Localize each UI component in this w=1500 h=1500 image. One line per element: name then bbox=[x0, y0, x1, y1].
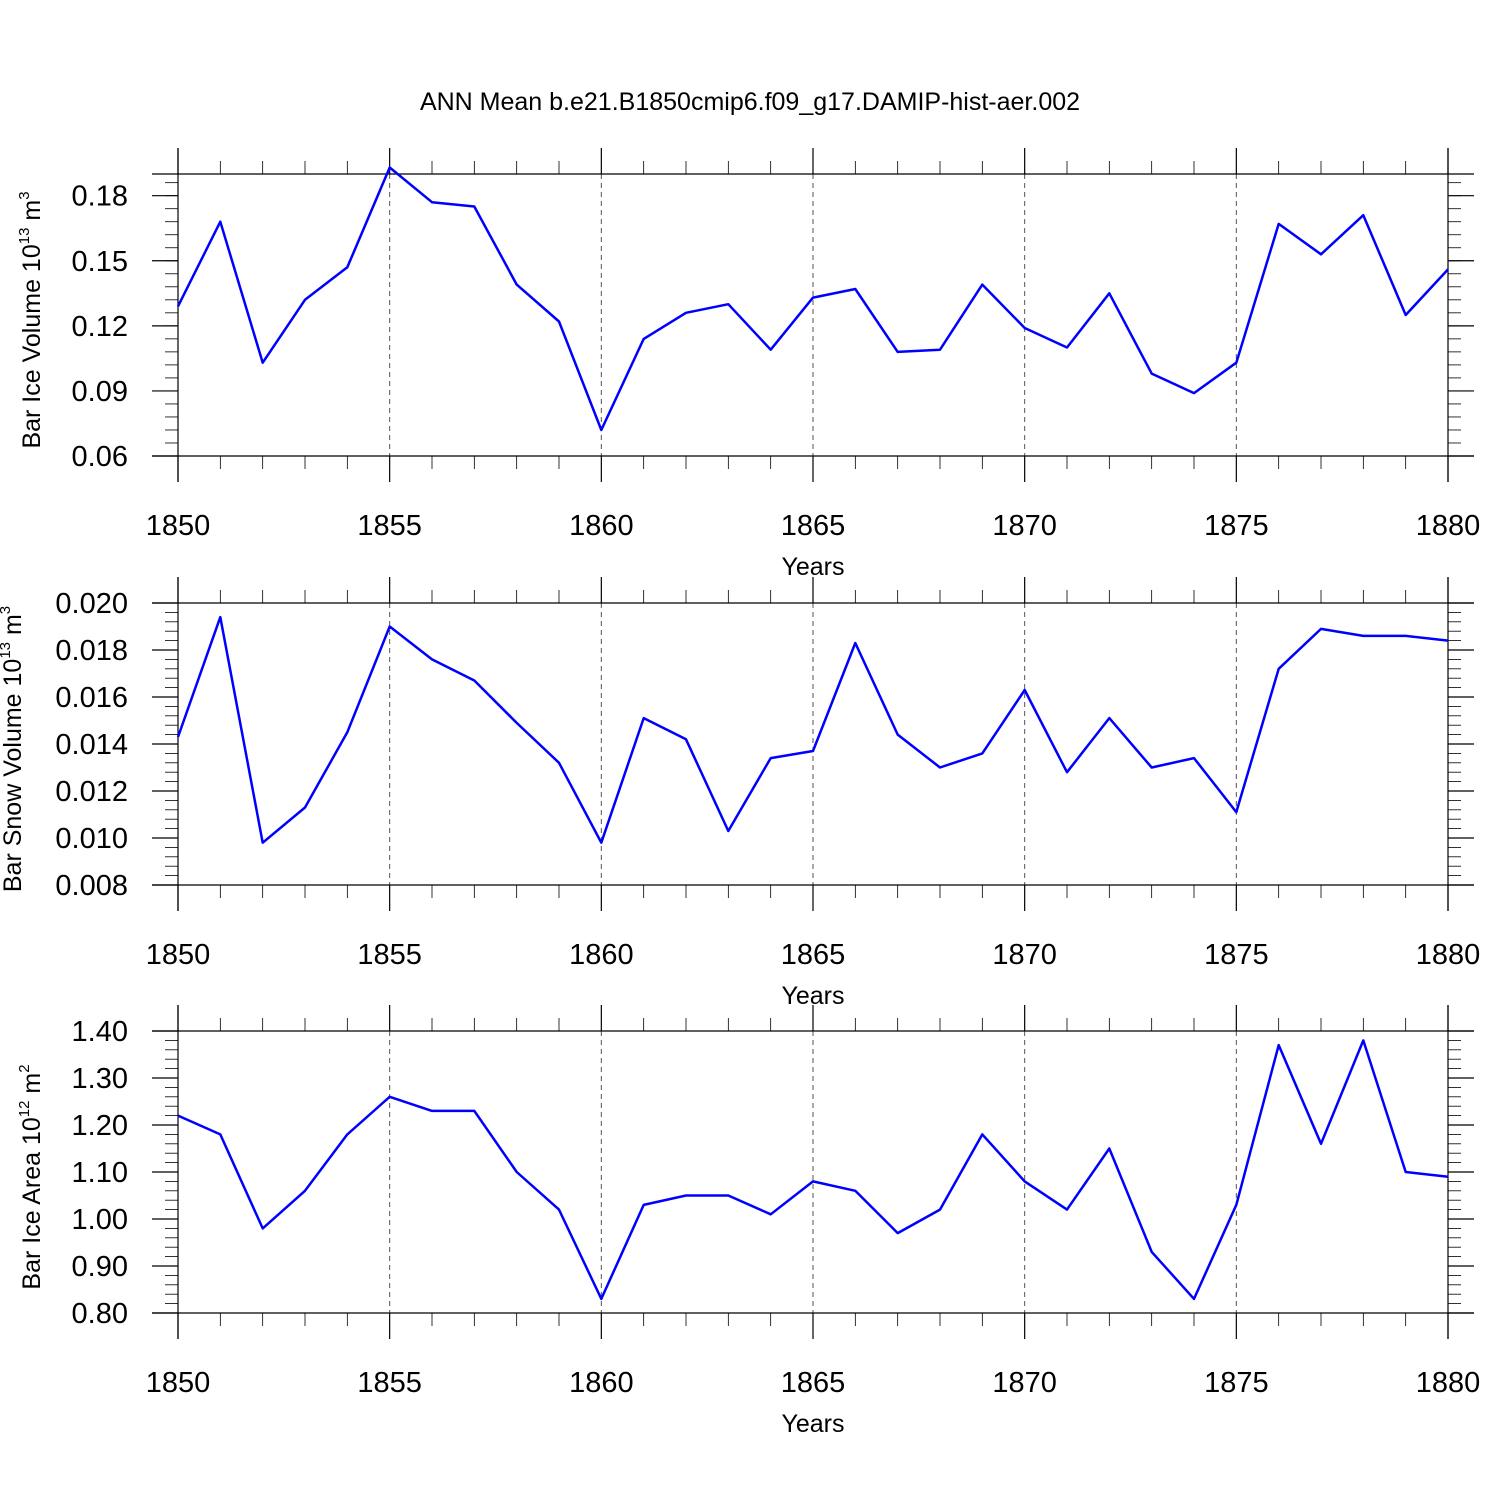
x-tick-label: 1855 bbox=[357, 510, 422, 542]
x-tick-label: 1880 bbox=[1416, 510, 1481, 542]
y-tick-label: 0.90 bbox=[72, 1251, 128, 1283]
y-tick-label: 1.00 bbox=[72, 1204, 128, 1236]
x-tick-label: 1860 bbox=[569, 510, 634, 542]
x-axis-label: Years bbox=[781, 553, 844, 581]
y-tick-label: 0.12 bbox=[72, 311, 128, 343]
x-tick-label: 1870 bbox=[992, 510, 1057, 542]
y-tick-label: 0.016 bbox=[55, 682, 128, 714]
x-tick-label: 1850 bbox=[146, 510, 211, 542]
x-tick-label: 1855 bbox=[357, 1367, 422, 1399]
y-tick-label: 1.20 bbox=[72, 1110, 128, 1142]
y-tick-label: 1.40 bbox=[72, 1016, 128, 1048]
series-line bbox=[176, 166, 1449, 432]
x-tick-label: 1875 bbox=[1204, 939, 1269, 971]
x-tick-label: 1850 bbox=[146, 1367, 211, 1399]
panels-group: 1850 1855 1860 1865 1870 1875 1880 0.06 0.09 0.12… bbox=[0, 148, 1480, 1438]
y-axis-label: Bar Ice Volume 1013 m3 bbox=[16, 191, 46, 448]
x-tick-label: 1865 bbox=[781, 1367, 846, 1399]
x-tick-label: 1875 bbox=[1204, 510, 1269, 542]
x-tick-label: 1870 bbox=[992, 939, 1057, 971]
series-line bbox=[176, 615, 1449, 844]
series-line bbox=[177, 1039, 1449, 1301]
y-tick-label: 0.020 bbox=[55, 588, 128, 620]
x-tick-label: 1850 bbox=[146, 939, 211, 971]
y-tick-label: 0.018 bbox=[55, 635, 128, 667]
x-tick-label: 1880 bbox=[1416, 939, 1481, 971]
y-tick-label: 0.18 bbox=[72, 181, 128, 213]
x-tick-label: 1865 bbox=[781, 939, 846, 971]
y-tick-label: 0.014 bbox=[55, 729, 128, 761]
y-tick-label: 0.010 bbox=[55, 823, 128, 855]
x-tick-label: 1875 bbox=[1204, 1367, 1269, 1399]
x-tick-label: 1860 bbox=[569, 1367, 634, 1399]
y-tick-label: 0.80 bbox=[72, 1298, 128, 1330]
y-tick-label: 1.30 bbox=[72, 1063, 128, 1095]
x-tick-label: 1855 bbox=[357, 939, 422, 971]
y-tick-label: 0.008 bbox=[55, 870, 128, 902]
y-tick-label: 0.06 bbox=[72, 441, 128, 473]
y-axis-label: Bar Ice Area 1012 m2 bbox=[16, 1064, 46, 1289]
x-tick-label: 1865 bbox=[781, 510, 846, 542]
x-tick-label: 1860 bbox=[569, 939, 634, 971]
x-axis-label: Years bbox=[781, 1410, 844, 1438]
chart-panel-1: 1850 1855 1860 1865 1870 1875 1880 0.06 0.09 0.12… bbox=[16, 148, 1480, 581]
y-tick-label: 1.10 bbox=[72, 1157, 128, 1189]
x-tick-label: 1880 bbox=[1416, 1367, 1481, 1399]
figure-title: ANN Mean b.e21.B1850cmip6.f09_g17.DAMIP-… bbox=[420, 88, 1080, 116]
x-tick-label: 1870 bbox=[992, 1367, 1057, 1399]
chart-panel-2: 1850 1855 1860 1865 1870 1875 1880 0.008 0.010 0.… bbox=[0, 577, 1480, 1010]
y-tick-label: 0.012 bbox=[55, 776, 128, 808]
y-tick-label: 0.09 bbox=[72, 376, 128, 408]
y-tick-label: 0.15 bbox=[72, 246, 128, 278]
chart-panel-3: 1850 1855 1860 1865 1870 1875 1880 0.80 0.90 1.00… bbox=[16, 1005, 1480, 1438]
y-axis-label: Bar Snow Volume 1013 m3 bbox=[0, 606, 27, 892]
